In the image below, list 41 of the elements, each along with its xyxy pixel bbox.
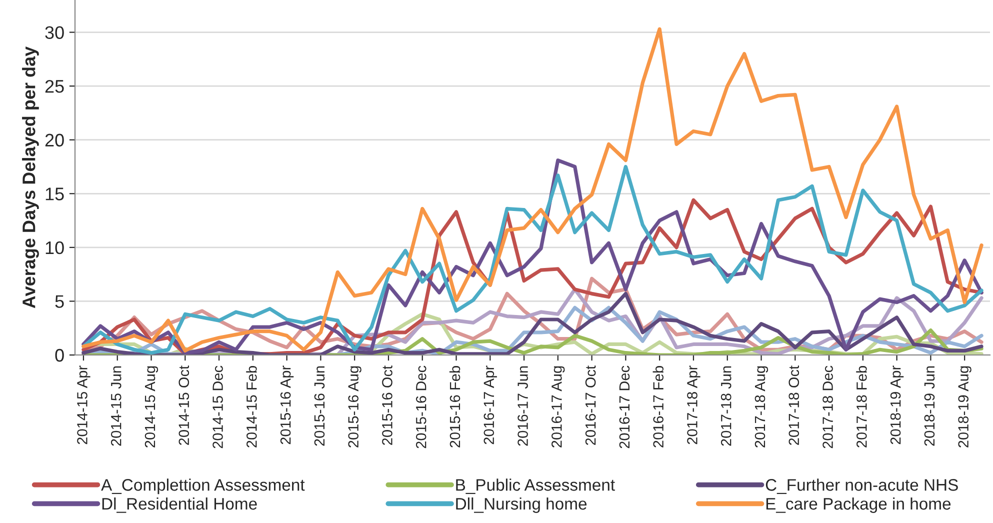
y-tick-label: 5	[55, 295, 64, 308]
legend-label: C_Further non-acute NHS	[766, 478, 958, 494]
x-tick-label: 2014-15 Dec	[212, 366, 223, 448]
x-tick-label: 2018-19 Apr	[890, 366, 904, 444]
x-tick-label: 2016-17 Jun	[518, 366, 528, 446]
x-tick-label: 2018-19 Aug	[958, 366, 972, 448]
x-tick-label: 2014-15 Oct	[178, 366, 190, 445]
legend-label: A_Complettion Assessment	[101, 478, 305, 494]
x-tick-label: 2014-15 Jun	[110, 366, 122, 446]
y-tick-label: 10	[46, 241, 64, 254]
x-tick-label: 2014-15 Feb	[246, 366, 257, 448]
x-tick-label: 2017-18 Apr	[687, 366, 700, 444]
x-tick-label: 2016-17 Aug	[552, 366, 565, 448]
x-tick-label: 2015-16 Aug	[348, 366, 362, 448]
x-tick-label: 2016-17 Oct	[585, 366, 596, 445]
y-tick-label: 0	[55, 348, 64, 362]
x-tick-label: 2015-16 Jun	[314, 366, 325, 446]
x-tick-label: 2017-18 Oct	[788, 366, 800, 445]
legend-label: Dll_Nursing home	[456, 497, 587, 513]
x-tick-label: 2016-17 Apr	[484, 366, 497, 444]
x-tick-label: 2014-15 Aug	[144, 366, 158, 448]
x-tick-label: 2016-17 Feb	[652, 366, 664, 448]
y-tick-label: 30	[45, 26, 64, 39]
legend-label: B_Public Assessment	[456, 478, 615, 494]
x-tick-label: 2018-19 Jun	[924, 366, 935, 446]
y-tick-label: 25	[45, 80, 64, 93]
x-tick-label: 2015-16 Oct	[382, 366, 392, 445]
y-tick-label: 20	[45, 134, 64, 147]
legend-label: E_care Package in home	[766, 497, 951, 513]
y-axis-title: Average Days Delayed per day	[22, 46, 39, 308]
x-tick-label: 2015-16 Dec	[416, 366, 426, 448]
x-tick-label: 2017-18 Aug	[754, 366, 768, 448]
y-tick-label: 15	[46, 188, 64, 200]
x-tick-label: 2014-15 Apr	[77, 366, 90, 444]
x-tick-label: 2017-18 Feb	[856, 366, 867, 448]
legend-label: Dl_Residential Home	[102, 497, 257, 513]
x-tick-label: 2016-17 Dec	[619, 366, 630, 448]
x-tick-label: 2017-18 Jun	[720, 366, 732, 446]
x-tick-label: 2015-16 Apr	[280, 366, 294, 444]
x-tick-label: 2017-18 Dec	[822, 366, 833, 448]
x-tick-label: 2015-16 Feb	[449, 366, 460, 448]
